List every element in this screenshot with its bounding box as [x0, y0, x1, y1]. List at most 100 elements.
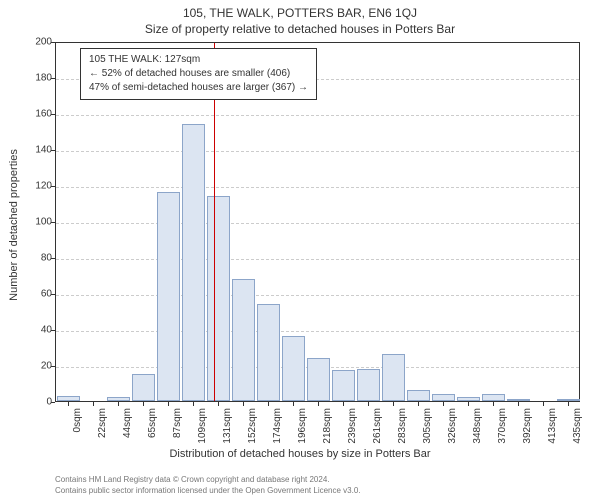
bar — [107, 397, 130, 401]
x-tick-mark — [418, 402, 419, 406]
x-tick-label: 305sqm — [422, 408, 433, 444]
gridline — [56, 295, 579, 296]
bar — [182, 124, 205, 401]
x-tick-mark — [518, 402, 519, 406]
x-tick-mark — [343, 402, 344, 406]
x-tick-label: 348sqm — [472, 408, 483, 444]
y-tick-mark — [51, 258, 55, 259]
bar — [332, 370, 355, 401]
x-tick-label: 0sqm — [72, 408, 83, 432]
gridline — [56, 151, 579, 152]
bar — [507, 399, 530, 401]
x-tick-label: 326sqm — [447, 408, 458, 444]
annotation-line1: 105 THE WALK: 127sqm — [89, 53, 308, 67]
annotation-line3: 47% of semi-detached houses are larger (… — [89, 81, 308, 95]
gridline — [56, 259, 579, 260]
bar — [157, 192, 180, 401]
x-tick-label: 196sqm — [297, 408, 308, 444]
y-tick-mark — [51, 402, 55, 403]
y-tick-label: 40 — [30, 325, 52, 336]
x-tick-label: 152sqm — [247, 408, 258, 444]
y-tick-mark — [51, 294, 55, 295]
x-tick-mark — [293, 402, 294, 406]
bar — [57, 396, 80, 401]
attribution: Contains HM Land Registry data © Crown c… — [55, 475, 361, 496]
x-tick-mark — [93, 402, 94, 406]
bar — [357, 369, 380, 401]
bar — [232, 279, 255, 401]
x-tick-label: 44sqm — [122, 408, 133, 438]
bar — [457, 397, 480, 401]
y-tick-label: 60 — [30, 289, 52, 300]
x-tick-mark — [318, 402, 319, 406]
chart-container: 105, THE WALK, POTTERS BAR, EN6 1QJ Size… — [0, 0, 600, 500]
gridline — [56, 331, 579, 332]
x-tick-mark — [268, 402, 269, 406]
gridline — [56, 115, 579, 116]
chart-title-sub: Size of property relative to detached ho… — [0, 22, 600, 36]
y-tick-label: 120 — [30, 181, 52, 192]
annotation-box: 105 THE WALK: 127sqm ← 52% of detached h… — [80, 48, 317, 100]
x-tick-label: 392sqm — [522, 408, 533, 444]
y-tick-label: 20 — [30, 361, 52, 372]
y-tick-mark — [51, 78, 55, 79]
x-tick-mark — [168, 402, 169, 406]
x-tick-mark — [543, 402, 544, 406]
x-tick-mark — [443, 402, 444, 406]
x-tick-label: 87sqm — [172, 408, 183, 438]
gridline — [56, 223, 579, 224]
x-tick-mark — [143, 402, 144, 406]
y-tick-mark — [51, 186, 55, 187]
bar — [257, 304, 280, 401]
y-tick-mark — [51, 222, 55, 223]
x-tick-mark — [493, 402, 494, 406]
x-tick-mark — [68, 402, 69, 406]
bar — [382, 354, 405, 401]
y-tick-label: 80 — [30, 253, 52, 264]
x-axis-label: Distribution of detached houses by size … — [0, 448, 600, 460]
y-tick-label: 100 — [30, 217, 52, 228]
bar — [432, 394, 455, 401]
y-tick-label: 140 — [30, 145, 52, 156]
annotation-line2: ← 52% of detached houses are smaller (40… — [89, 67, 308, 81]
y-tick-label: 0 — [30, 397, 52, 408]
x-tick-mark — [243, 402, 244, 406]
x-tick-label: 435sqm — [572, 408, 583, 444]
x-tick-mark — [193, 402, 194, 406]
attribution-line2: Contains public sector information licen… — [55, 486, 361, 496]
x-tick-mark — [368, 402, 369, 406]
y-tick-mark — [51, 42, 55, 43]
gridline — [56, 187, 579, 188]
x-tick-label: 109sqm — [197, 408, 208, 444]
x-tick-mark — [568, 402, 569, 406]
y-tick-mark — [51, 150, 55, 151]
x-tick-label: 22sqm — [97, 408, 108, 438]
bar — [207, 196, 230, 401]
attribution-line1: Contains HM Land Registry data © Crown c… — [55, 475, 361, 485]
y-tick-mark — [51, 114, 55, 115]
y-tick-label: 160 — [30, 109, 52, 120]
bar — [282, 336, 305, 401]
y-axis-label: Number of detached properties — [8, 149, 20, 301]
x-tick-label: 174sqm — [272, 408, 283, 444]
x-tick-mark — [118, 402, 119, 406]
x-tick-label: 131sqm — [222, 408, 233, 444]
y-tick-mark — [51, 366, 55, 367]
bar — [407, 390, 430, 401]
x-tick-label: 218sqm — [322, 408, 333, 444]
x-tick-mark — [468, 402, 469, 406]
x-tick-label: 283sqm — [397, 408, 408, 444]
bar — [132, 374, 155, 401]
bar — [557, 399, 580, 401]
chart-title-main: 105, THE WALK, POTTERS BAR, EN6 1QJ — [0, 6, 600, 20]
x-tick-label: 261sqm — [372, 408, 383, 444]
y-tick-label: 200 — [30, 37, 52, 48]
x-tick-mark — [393, 402, 394, 406]
bar — [482, 394, 505, 401]
x-tick-label: 370sqm — [497, 408, 508, 444]
x-tick-label: 239sqm — [347, 408, 358, 444]
x-tick-label: 65sqm — [147, 408, 158, 438]
bar — [307, 358, 330, 401]
y-tick-label: 180 — [30, 73, 52, 84]
x-tick-mark — [218, 402, 219, 406]
